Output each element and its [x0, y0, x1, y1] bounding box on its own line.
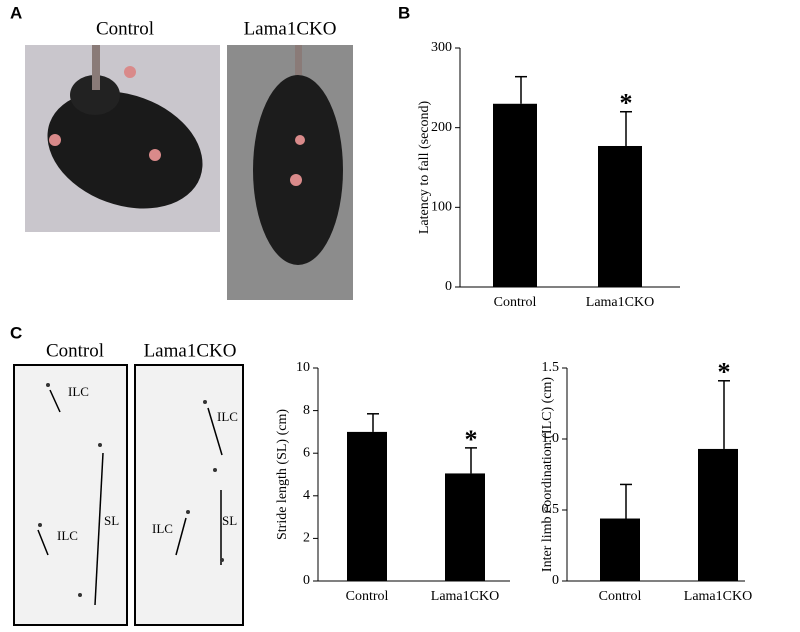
- photo-caption: Lama1CKO: [244, 18, 337, 39]
- panel-label: A: [10, 3, 22, 22]
- y-axis-label: Stride length (SL) (cm): [275, 409, 290, 540]
- footprint-box-lama1cko: [134, 364, 244, 626]
- y-tick-label: 10: [296, 360, 310, 375]
- y-tick-label: 0.5: [542, 502, 560, 517]
- photo-caption: Control: [96, 18, 154, 39]
- y-tick-label: 0: [552, 573, 559, 588]
- y-tick-label: 8: [303, 403, 310, 418]
- significance-marker: *: [465, 425, 478, 454]
- panel-label: C: [10, 323, 22, 342]
- y-tick-label: 0: [303, 573, 310, 588]
- x-tick-label: Control: [346, 589, 389, 604]
- photo-control: [25, 45, 220, 232]
- y-tick-label: 4: [303, 488, 310, 503]
- x-tick-label: Lama1CKO: [431, 589, 499, 604]
- y-tick-label: 1.0: [542, 431, 560, 446]
- bar: [598, 145, 642, 287]
- photo-lama1cko: [227, 45, 353, 300]
- y-axis-label: Latency to fall (second): [417, 100, 432, 234]
- y-tick-label: 1.5: [542, 360, 560, 375]
- panel-label: B: [398, 3, 410, 22]
- footprint-label: ILC: [57, 528, 78, 543]
- bar: [600, 518, 640, 581]
- footprint-label: ILC: [217, 409, 238, 424]
- y-tick-label: 300: [431, 40, 452, 55]
- x-tick-label: Lama1CKO: [586, 295, 654, 310]
- y-tick-label: 6: [303, 445, 310, 460]
- y-tick-label: 2: [303, 531, 310, 546]
- footprint-box-control: [13, 364, 128, 626]
- footprint-label: SL: [222, 513, 237, 528]
- x-tick-label: Control: [494, 295, 537, 310]
- bar: [347, 431, 387, 581]
- x-tick-label: Lama1CKO: [684, 589, 752, 604]
- footprint-label: ILC: [152, 521, 173, 536]
- footprint-label: SL: [104, 513, 119, 528]
- bar: [445, 473, 485, 581]
- y-axis-label: Inter limb coordination (ILC) (cm): [540, 377, 555, 572]
- footprint-caption: Control: [46, 340, 104, 361]
- y-tick-label: 200: [431, 120, 452, 135]
- y-tick-label: 0: [445, 279, 452, 294]
- significance-marker: *: [718, 358, 731, 387]
- y-tick-label: 100: [431, 200, 452, 215]
- bar: [493, 103, 537, 288]
- bar: [698, 448, 738, 581]
- x-tick-label: Control: [599, 589, 642, 604]
- footprint-label: ILC: [68, 384, 89, 399]
- footprint-caption: Lama1CKO: [144, 340, 237, 361]
- significance-marker: *: [620, 89, 633, 118]
